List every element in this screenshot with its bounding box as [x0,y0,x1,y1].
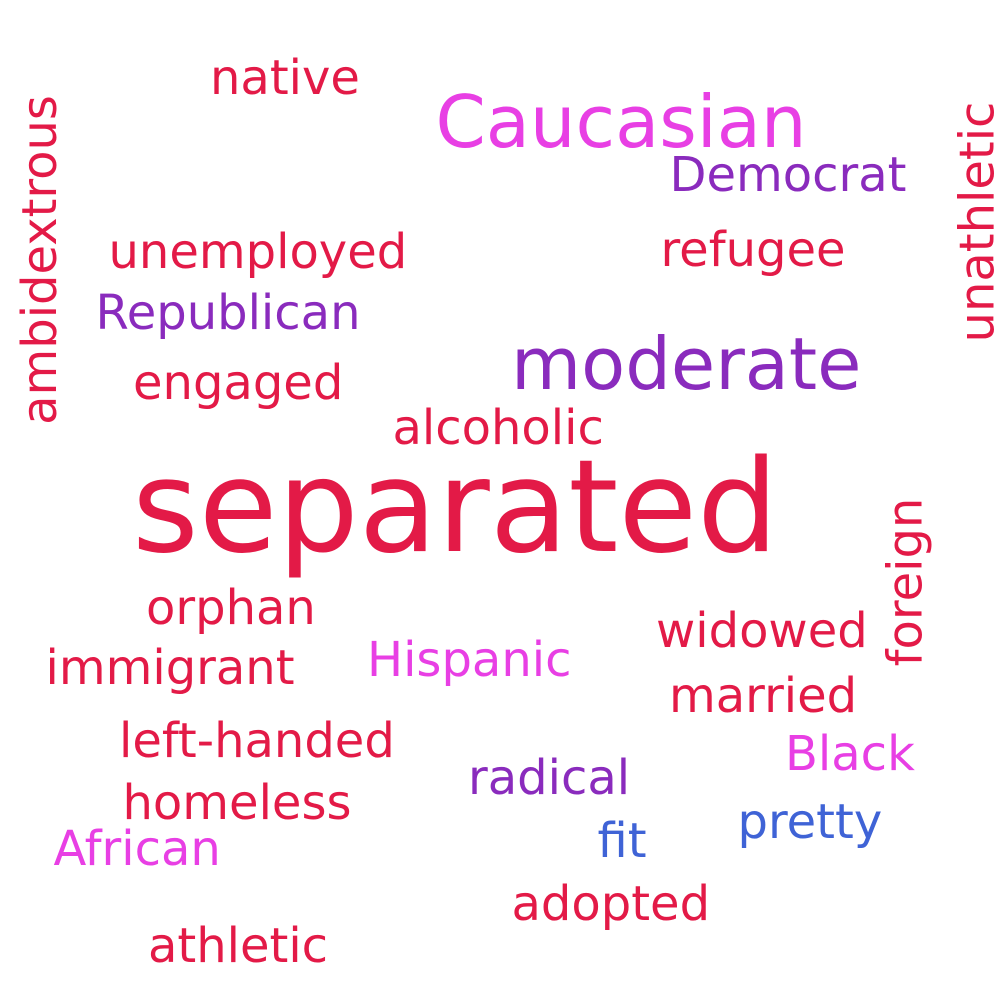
word-unathletic: unathletic [948,101,1000,343]
word-immigrant: immigrant [45,640,295,696]
word-orphan: orphan [146,580,316,636]
word-foreign: foreign [876,497,933,667]
word-radical: radical [468,750,631,806]
word-engaged: engaged [133,355,344,411]
word-alcoholic: alcoholic [392,400,604,456]
word-african: African [53,821,221,877]
word-moderate: moderate [511,322,862,406]
word-black: Black [785,726,915,782]
word-republican: Republican [95,285,361,341]
word-left-handed: left-handed [119,713,395,769]
word-unemployed: unemployed [108,224,408,280]
word-adopted: adopted [511,876,711,932]
word-widowed: widowed [656,603,868,659]
word-fit: fit [597,813,647,869]
word-athletic: athletic [148,918,329,974]
word-married: married [669,668,858,724]
word-native: native [210,50,360,106]
word-ambidextrous: ambidextrous [11,95,68,425]
word-pretty: pretty [737,794,883,850]
word-separated: separated [132,433,779,582]
word-homeless: homeless [122,775,352,831]
word-hispanic: Hispanic [367,632,572,688]
word-caucasian: Caucasian [435,80,807,164]
word-refugee: refugee [660,222,846,278]
word-democrat: Democrat [669,147,907,203]
